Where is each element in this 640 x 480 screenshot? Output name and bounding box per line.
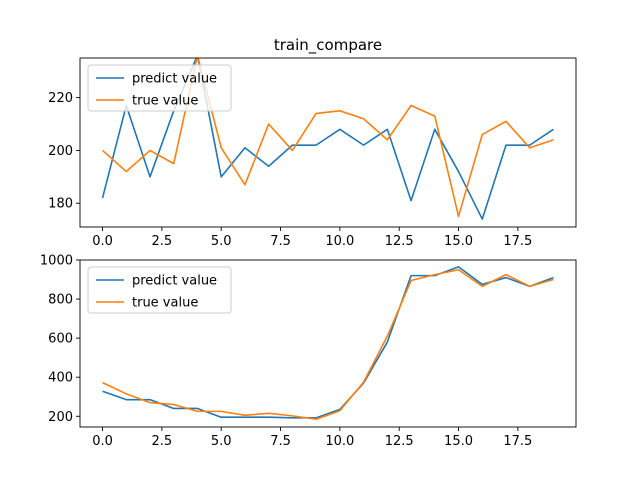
x-tick-label: 10.0 [325,434,354,449]
y-tick-label: 400 [48,371,73,386]
x-tick-label: 7.5 [270,234,291,249]
y-tick-label: 200 [48,144,73,159]
x-tick-label: 17.5 [503,234,532,249]
x-tick-label: 12.5 [385,234,414,249]
series-line-true-value [102,268,554,420]
subplot-1: train_compare 0.0 2.5 5.0 7.5 10.0 12.5 15.0 17.… [48,36,577,249]
legend-label: true value [132,94,198,109]
chart-title: train_compare [274,36,382,55]
x-tick-label: 0.0 [92,434,113,449]
y-tick-label: 220 [48,91,73,106]
x-tick-label: 2.5 [152,234,173,249]
y-tick-label: 200 [48,410,73,425]
x-tick-label: 17.5 [503,434,532,449]
y-tick-label: 600 [48,332,73,347]
x-tick-label: 15.0 [444,434,473,449]
legend-label: predict value [132,72,217,87]
x-tick-label: 5.0 [211,234,232,249]
axes-frame [79,259,577,428]
x-tick-label: 10.0 [325,234,354,249]
x-tick-label: 12.5 [385,434,414,449]
x-tick-label: 15.0 [444,234,473,249]
legend-label: predict value [132,274,217,289]
legend-label: true value [132,296,198,311]
y-tick-label: 800 [48,293,73,308]
x-tick-label: 7.5 [270,434,291,449]
x-tick-label: 2.5 [152,434,173,449]
x-tick-label: 5.0 [211,434,232,449]
x-tick-label: 0.0 [92,234,113,249]
axes-frame [79,57,577,228]
y-tick-label: 1000 [40,254,73,269]
y-tick-label: 180 [48,197,73,212]
series-line-true-value [102,58,554,218]
subplot-2: 0.0 2.5 5.0 7.5 10.0 12.5 15.0 17.5 200 400 600 800… [40,254,577,449]
series-line-predict-value [102,266,554,419]
